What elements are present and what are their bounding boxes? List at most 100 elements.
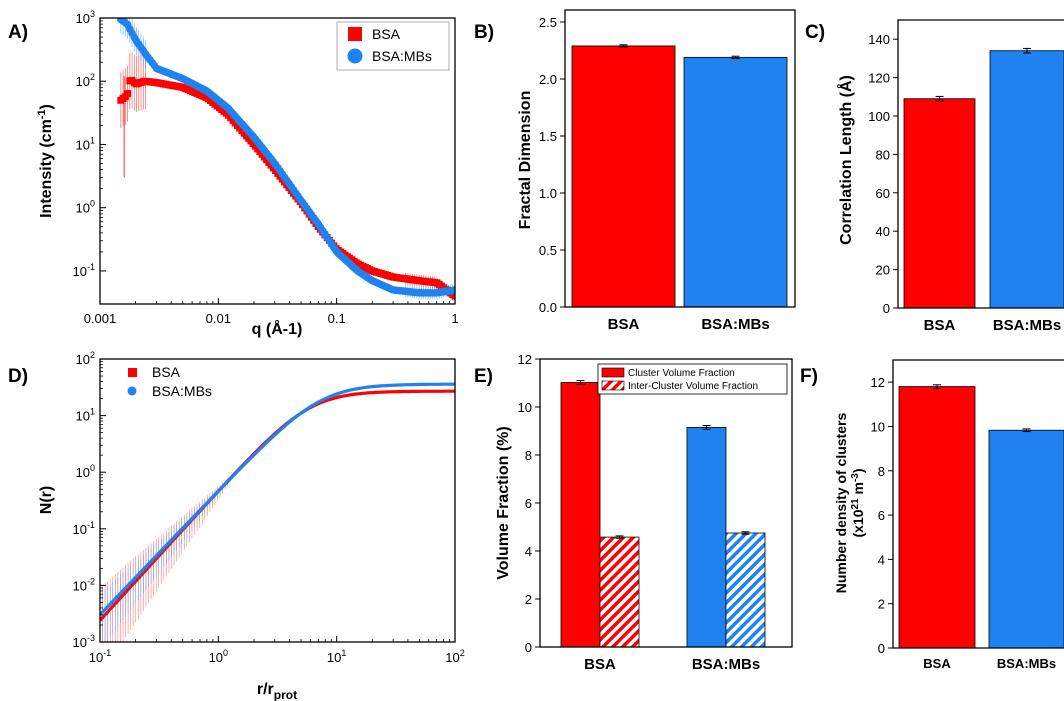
- legend-marker-bsa: [348, 27, 362, 41]
- panel-c-ticks: BSA BSA:MBs 0 20 40 60 80 100 120 140: [868, 32, 1061, 334]
- panel-c-frame: [897, 19, 1064, 309]
- bar-cluster-1: [686, 426, 727, 648]
- panel-d-legend: BSA BSA:MBs: [127, 364, 212, 399]
- ytick-label: 1.0: [539, 186, 557, 201]
- panel-d-ylabel: N(r): [38, 486, 55, 514]
- ytick-label: 8: [525, 448, 532, 463]
- panel-e: E) BSA BSA:MBs 0 2 4 6 8 10 12 Volume Fraction (…: [474, 352, 793, 673]
- d-curve-bsa: [100, 389, 455, 622]
- panel-a-ticks: 0.001 0.01 0.1 1 10-1 100 101 102 103: [73, 9, 459, 326]
- a-ytick-label: 102: [76, 72, 95, 89]
- a-ytick-label: 10-1: [73, 262, 95, 279]
- ytick-label: 60: [876, 186, 890, 201]
- ytick-label: 12: [871, 375, 885, 390]
- category-label: BSA: [584, 656, 616, 673]
- panel-f-frame: [892, 359, 1064, 649]
- bar-bsa: [571, 45, 676, 308]
- legend-e-label-inter: Inter-Cluster Volume Fraction: [628, 381, 758, 392]
- a-ytick-label: 101: [76, 135, 95, 152]
- a-xtick-label: 0.1: [328, 311, 346, 326]
- panel-b-bars: [571, 44, 788, 308]
- panel-d: D) 10-1 100 101 102 10-3 10-2 10-1 100 101 102 r/…: [8, 350, 465, 701]
- ytick-label: 2: [525, 592, 532, 607]
- a-ytick-label: 103: [76, 9, 95, 26]
- ytick-label: 0: [878, 641, 885, 656]
- category-label: BSA:MBs: [997, 656, 1056, 671]
- bar-bsa-mbs: [989, 50, 1064, 309]
- d-ytick-label: 101: [76, 407, 95, 424]
- d-ytick-label: 10-1: [73, 520, 95, 537]
- panel-b-frame: [564, 9, 796, 308]
- ytick-label: 8: [878, 464, 885, 479]
- category-label: BSA: [924, 317, 956, 334]
- d-xtick-label: 100: [209, 648, 228, 665]
- legend-marker-mbs: [347, 48, 363, 64]
- panel-d-ticks: 10-1 100 101 102 10-3 10-2 10-1 100 101 102: [73, 350, 465, 665]
- d-xtick-label: 10-1: [89, 648, 111, 665]
- panel-a: A) 0.001 0.01 0.1 1 10-1 100 101 102 103 q (Å-1)…: [8, 9, 459, 338]
- ytick-label: 0: [525, 640, 532, 655]
- panel-label-b: B): [474, 22, 494, 43]
- panel-d-data: [100, 382, 455, 642]
- bar-cluster-0: [560, 382, 601, 648]
- panel-c-ylabel: Correlation Length (Å): [836, 75, 855, 245]
- category-label: BSA: [608, 316, 640, 333]
- d-ytick-label: 102: [76, 350, 95, 367]
- a-point-mbs: [451, 286, 455, 294]
- a-ytick-label: 100: [76, 199, 95, 216]
- ytick-label: 2: [878, 597, 885, 612]
- category-label: BSA:MBs: [701, 316, 769, 333]
- ytick-label: 4: [525, 544, 532, 559]
- ytick-label: 40: [876, 224, 890, 239]
- panel-label-f: F): [800, 366, 818, 387]
- panel-e-legend: Cluster Volume Fraction Inter-Cluster Vo…: [597, 363, 788, 395]
- bar-bsa-mbs: [683, 56, 788, 308]
- ytick-label: 20: [876, 263, 890, 278]
- panel-c: C) BSA BSA:MBs 0 20 40 60 80 100 120 140 Correlat…: [805, 19, 1064, 334]
- panel-f-ylabel-line1: Number density of clusters: [833, 413, 849, 594]
- ytick-label: 100: [868, 109, 890, 124]
- panel-a-frame: [99, 17, 456, 305]
- legend-label-mbs: BSA:MBs: [372, 48, 432, 64]
- panel-label-d: D): [8, 366, 28, 387]
- panel-d-xlabel: r/rprot: [257, 681, 297, 701]
- panel-c-bars: [903, 47, 1064, 309]
- ytick-label: 12: [518, 352, 532, 367]
- legend-label-bsa: BSA: [372, 26, 401, 42]
- ytick-label: 1.5: [539, 129, 557, 144]
- bar-bsa-mbs: [988, 429, 1064, 649]
- ytick-label: 0: [883, 301, 890, 316]
- panel-a-legend: BSA BSA:MBs: [336, 21, 450, 71]
- a-xtick-label: 1: [451, 311, 458, 326]
- panel-e-legend-box: [597, 363, 788, 395]
- panel-a-xlabel: q (Å-1): [252, 319, 303, 338]
- panel-b-ylabel: Fractal Dimension: [517, 91, 534, 230]
- ytick-label: 0.0: [539, 300, 557, 315]
- ytick-label: 10: [518, 400, 532, 415]
- ytick-label: 120: [868, 71, 890, 86]
- legend-d-label-mbs: BSA:MBs: [152, 383, 212, 399]
- panel-label-a: A): [8, 22, 28, 43]
- panel-d-frame: [99, 358, 456, 643]
- d-ytick-label: 10-2: [73, 576, 95, 593]
- ytick-label: 2.0: [539, 72, 557, 87]
- d-curve-mbs: [100, 382, 455, 616]
- legend-d-label-bsa: BSA: [152, 364, 181, 380]
- panel-a-ylabel: Intensity (cm-1): [36, 104, 55, 218]
- ytick-label: 80: [876, 147, 890, 162]
- d-ytick-label: 10-3: [73, 633, 95, 650]
- ytick-label: 6: [878, 508, 885, 523]
- d-xtick-label: 102: [445, 648, 464, 665]
- ytick-label: 0.5: [539, 243, 557, 258]
- legend-e-swatch-inter: [601, 380, 625, 391]
- panel-a-data: [117, 18, 455, 303]
- bar-bsa: [898, 386, 976, 649]
- panel-f-bars: [898, 384, 1064, 649]
- panel-e-ylabel: Volume Fraction (%): [495, 426, 512, 580]
- d-ytick-label: 100: [76, 463, 95, 480]
- category-label: BSA:MBs: [692, 656, 760, 673]
- legend-e-swatch-cluster: [601, 367, 625, 378]
- bar-bsa: [903, 98, 976, 309]
- panel-f: F) BSA BSA:MBs 0 2 4 6 8 10 12 Number density of…: [800, 359, 1064, 671]
- a-point-bsa: [451, 292, 455, 300]
